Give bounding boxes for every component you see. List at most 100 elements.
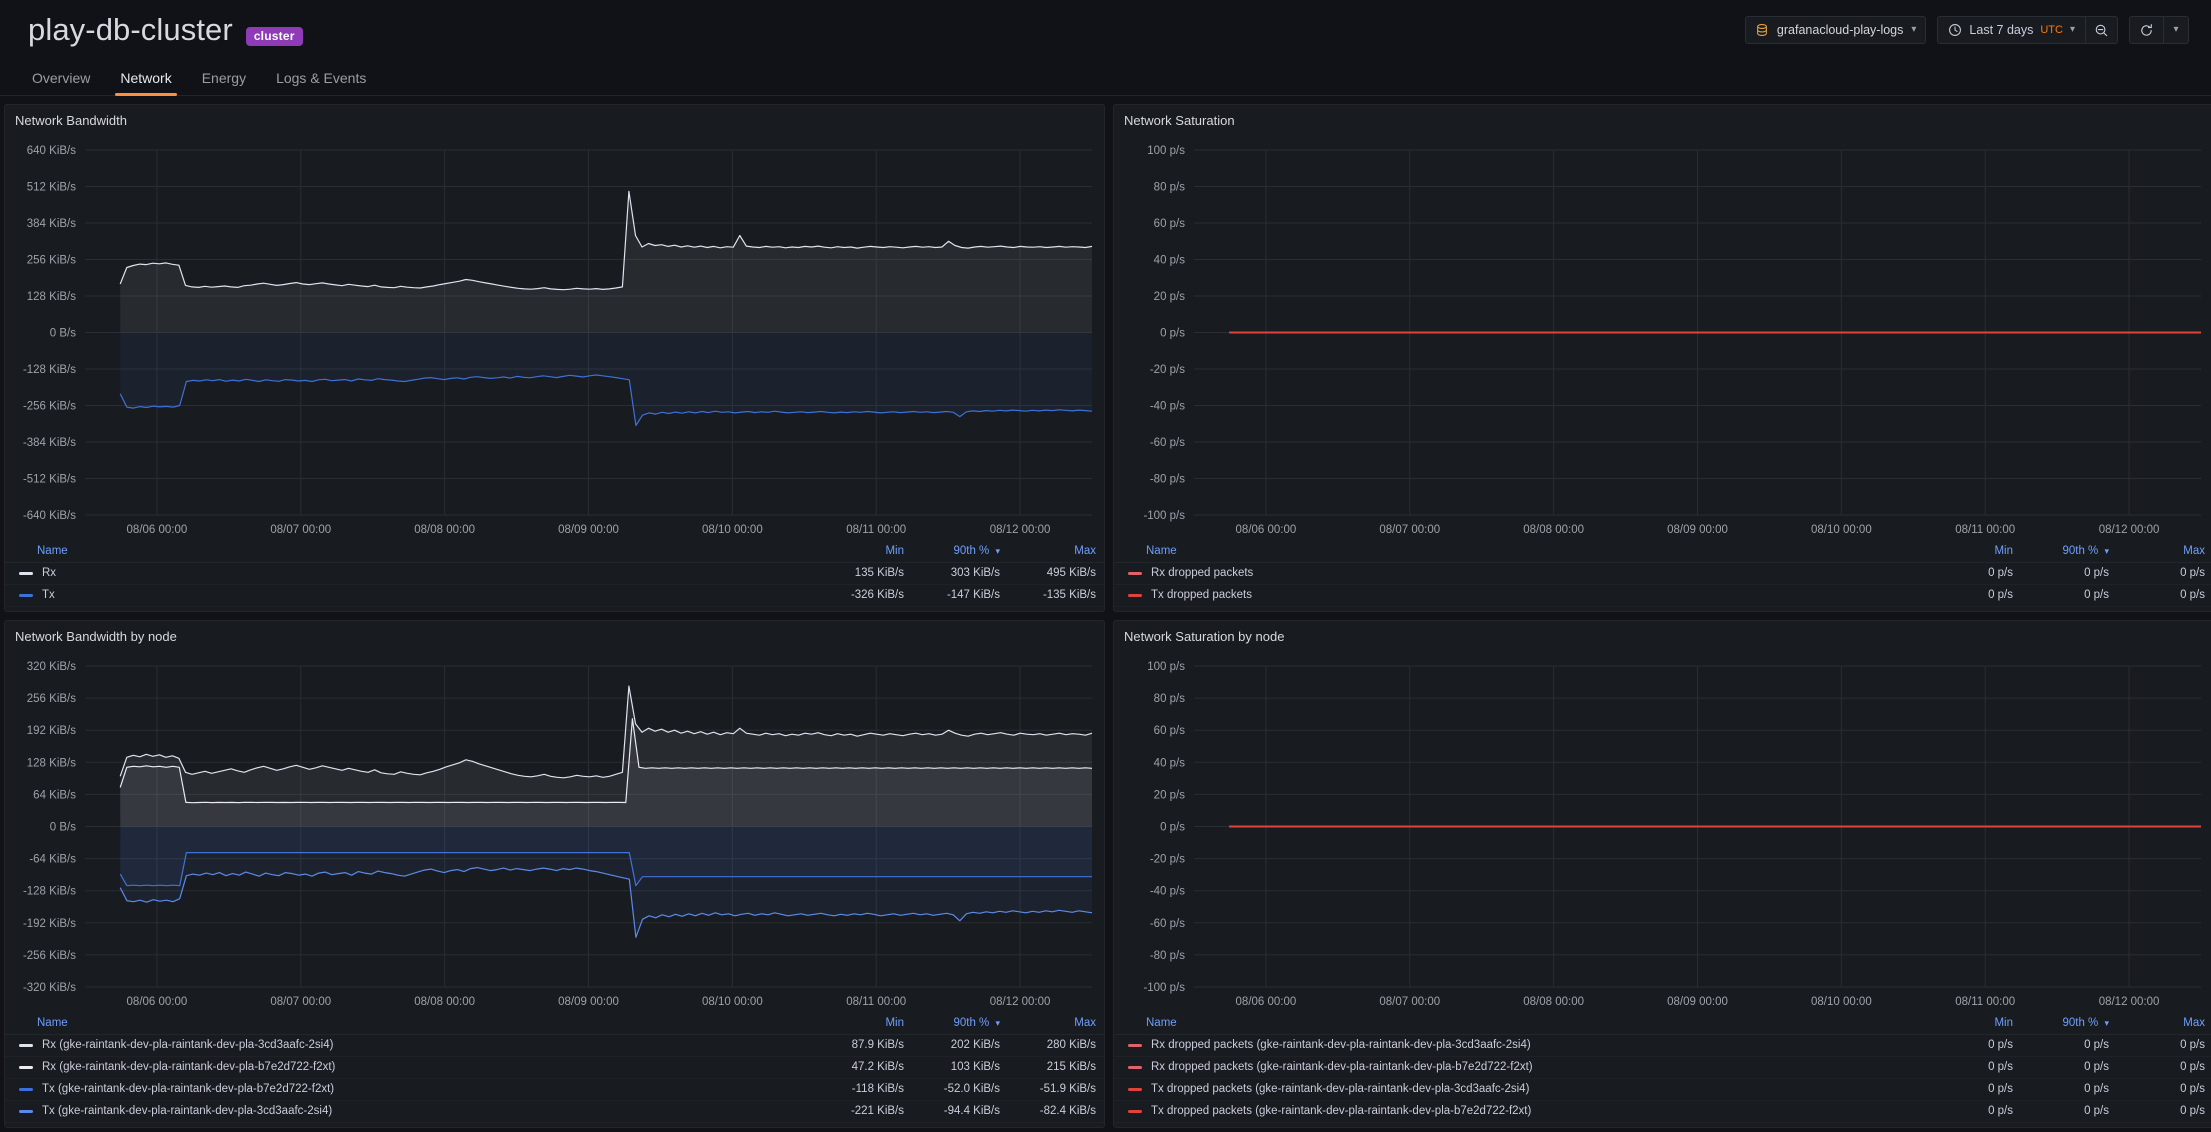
legend-series-name[interactable]: Rx (gke-raintank-dev-pla-raintank-dev-pl… — [5, 1034, 816, 1057]
legend-col-min[interactable]: Min — [1925, 541, 2021, 563]
legend-row[interactable]: Tx dropped packets (gke-raintank-dev-pla… — [1114, 1100, 2211, 1123]
legend-value-min: 0 p/s — [1925, 1100, 2021, 1123]
legend-col-min[interactable]: Min — [816, 1013, 912, 1035]
refresh-dashboard-button[interactable] — [2130, 17, 2163, 43]
legend-value-max: 0 p/s — [2117, 562, 2211, 585]
legend-value-min: -118 KiB/s — [816, 1078, 912, 1101]
svg-text:320 KiB/s: 320 KiB/s — [27, 661, 76, 673]
sort-descending-icon: ▾ — [995, 1018, 1000, 1028]
legend-col-min[interactable]: Min — [816, 541, 912, 563]
panel-title: Network Bandwidth by node — [15, 629, 177, 644]
tab-energy[interactable]: Energy — [201, 70, 247, 86]
legend-col-p90[interactable]: 90th % ▾ — [2021, 1013, 2117, 1035]
sort-descending-icon: ▾ — [2104, 546, 2109, 556]
legend-row[interactable]: Tx dropped packets (gke-raintank-dev-pla… — [1114, 1078, 2211, 1101]
svg-text:08/06 00:00: 08/06 00:00 — [127, 996, 188, 1008]
legend-series-name[interactable]: Rx dropped packets (gke-raintank-dev-pla… — [1114, 1034, 1925, 1057]
svg-text:08/09 00:00: 08/09 00:00 — [1667, 524, 1728, 536]
svg-text:08/08 00:00: 08/08 00:00 — [414, 524, 475, 536]
legend-series-name[interactable]: Tx dropped packets (gke-raintank-dev-pla… — [1114, 1078, 1925, 1101]
legend-row[interactable]: Tx (gke-raintank-dev-pla-raintank-dev-pl… — [5, 1078, 1104, 1101]
legend-series-name[interactable]: Rx dropped packets — [1114, 562, 1925, 585]
tab-network[interactable]: Network — [105, 70, 186, 96]
legend-row[interactable]: Rx dropped packets (gke-raintank-dev-pla… — [1114, 1034, 2211, 1057]
series-color-swatch — [1128, 1065, 1142, 1069]
legend-series-name[interactable]: Rx dropped packets (gke-raintank-dev-pla… — [1114, 1056, 1925, 1079]
legend-series-name[interactable]: Rx (gke-raintank-dev-pla-raintank-dev-pl… — [5, 1056, 816, 1079]
series-label: Rx (gke-raintank-dev-pla-raintank-dev-pl… — [42, 1061, 336, 1073]
legend-col-min[interactable]: Min — [1925, 1013, 2021, 1035]
svg-text:100 p/s: 100 p/s — [1147, 661, 1185, 673]
svg-text:08/12 00:00: 08/12 00:00 — [2099, 996, 2160, 1008]
legend-series-name[interactable]: Tx — [5, 584, 816, 607]
legend-row[interactable]: Rx (gke-raintank-dev-pla-raintank-dev-pl… — [5, 1034, 1104, 1057]
legend-row[interactable]: Rx 135 KiB/s 303 KiB/s 495 KiB/s — [5, 562, 1104, 585]
legend-row[interactable]: Tx dropped packets 0 p/s 0 p/s 0 p/s — [1114, 584, 2211, 607]
legend-col-name[interactable]: Name — [5, 541, 816, 563]
legend-row[interactable]: Rx (gke-raintank-dev-pla-raintank-dev-pl… — [5, 1056, 1104, 1079]
legend-series-name[interactable]: Tx (gke-raintank-dev-pla-raintank-dev-pl… — [5, 1100, 816, 1123]
series-color-swatch — [1128, 1109, 1142, 1113]
legend-col-p90[interactable]: 90th % ▾ — [912, 1013, 1008, 1035]
plot-network-saturation[interactable]: 100 p/s 80 p/s 60 p/s 40 p/s 20 p/s 0 p/s -20 … — [1114, 136, 2211, 541]
legend-col-max[interactable]: Max — [1008, 541, 1104, 563]
legend-col-max[interactable]: Max — [2117, 541, 2211, 563]
legend-col-p90[interactable]: 90th % ▾ — [912, 541, 1008, 563]
svg-text:08/08 00:00: 08/08 00:00 — [1523, 524, 1584, 536]
svg-text:08/12 00:00: 08/12 00:00 — [990, 996, 1051, 1008]
svg-text:100 p/s: 100 p/s — [1147, 145, 1185, 157]
legend-value-max: 0 p/s — [2117, 584, 2211, 607]
tab-overview[interactable]: Overview — [32, 70, 91, 86]
datasource-label: grafanacloud-play-logs — [1776, 23, 1904, 37]
legend-value-min: 0 p/s — [1925, 562, 2021, 585]
svg-text:40 p/s: 40 p/s — [1154, 255, 1186, 267]
toolbar-divider — [2163, 17, 2164, 43]
time-range-picker[interactable]: Last 7 days UTC ▾ — [1938, 17, 2085, 43]
svg-text:-20 p/s: -20 p/s — [1150, 854, 1185, 866]
legend-row[interactable]: Rx dropped packets 0 p/s 0 p/s 0 p/s — [1114, 562, 2211, 585]
svg-text:256 KiB/s: 256 KiB/s — [27, 693, 76, 705]
svg-text:08/07 00:00: 08/07 00:00 — [1379, 524, 1440, 536]
plot-network-bandwidth[interactable]: 640 KiB/s 512 KiB/s 384 KiB/s 256 KiB/s 128 … — [5, 136, 1104, 541]
legend-row[interactable]: Tx (gke-raintank-dev-pla-raintank-dev-pl… — [5, 1100, 1104, 1123]
chevron-down-icon: ▾ — [1911, 24, 1917, 35]
legend-col-max[interactable]: Max — [1008, 1013, 1104, 1035]
refresh-interval-dropdown[interactable]: ▾ — [2164, 17, 2188, 43]
series-label: Tx dropped packets — [1151, 589, 1253, 601]
legend-col-max[interactable]: Max — [2117, 1013, 2211, 1035]
legend-col-name[interactable]: Name — [1114, 1013, 1925, 1035]
legend-col-name[interactable]: Name — [1114, 541, 1925, 563]
svg-text:-320 KiB/s: -320 KiB/s — [23, 982, 76, 994]
plot-network-saturation-by-node[interactable]: 100 p/s 80 p/s 60 p/s 40 p/s 20 p/s 0 p/s -20 … — [1114, 652, 2211, 1013]
legend-col-p90[interactable]: 90th % ▾ — [2021, 541, 2117, 563]
legend-series-name[interactable]: Tx dropped packets (gke-raintank-dev-pla… — [1114, 1100, 1925, 1123]
legend-value-max: 280 KiB/s — [1008, 1034, 1104, 1057]
svg-text:640 KiB/s: 640 KiB/s — [27, 145, 76, 157]
svg-text:-128 KiB/s: -128 KiB/s — [23, 364, 76, 376]
legend-row[interactable]: Rx dropped packets (gke-raintank-dev-pla… — [1114, 1056, 2211, 1079]
legend-network-saturation-by-node: Name Min 90th % ▾ Max Rx dropped packets… — [1114, 1013, 2211, 1127]
legend-network-bandwidth: Name Min 90th % ▾ Max Rx 135 KiB/s 303 KiB… — [5, 541, 1104, 611]
legend-series-name[interactable]: Tx dropped packets — [1114, 584, 1925, 607]
legend-series-name[interactable]: Rx — [5, 562, 816, 585]
legend-series-name[interactable]: Tx (gke-raintank-dev-pla-raintank-dev-pl… — [5, 1078, 816, 1101]
legend-value-min: 0 p/s — [1925, 584, 2021, 607]
zoom-out-time-button[interactable] — [2086, 17, 2117, 43]
chevron-down-icon: ▾ — [2173, 24, 2179, 35]
legend-value-min: -326 KiB/s — [816, 584, 912, 607]
tab-logs-events[interactable]: Logs & Events — [276, 70, 367, 86]
legend-col-name[interactable]: Name — [5, 1013, 816, 1035]
legend-row[interactable]: Tx -326 KiB/s -147 KiB/s -135 KiB/s — [5, 584, 1104, 607]
svg-text:256 KiB/s: 256 KiB/s — [27, 255, 76, 267]
chevron-down-icon: ▾ — [2069, 24, 2075, 35]
legend-value-max: 215 KiB/s — [1008, 1056, 1104, 1079]
legend-value-max: 0 p/s — [2117, 1056, 2211, 1079]
series-label: Tx dropped packets (gke-raintank-dev-pla… — [1151, 1105, 1532, 1117]
plot-network-bandwidth-by-node[interactable]: 320 KiB/s 256 KiB/s 192 KiB/s 128 KiB/s 64 K… — [5, 652, 1104, 1013]
svg-text:0 B/s: 0 B/s — [50, 822, 76, 834]
datasource-picker[interactable]: grafanacloud-play-logs ▾ — [1744, 16, 1927, 44]
series-label: Rx dropped packets (gke-raintank-dev-pla… — [1151, 1039, 1531, 1051]
status-badge: cluster — [245, 27, 303, 46]
panel-title: Network Saturation — [1124, 113, 1235, 128]
legend-value-max: -82.4 KiB/s — [1008, 1100, 1104, 1123]
